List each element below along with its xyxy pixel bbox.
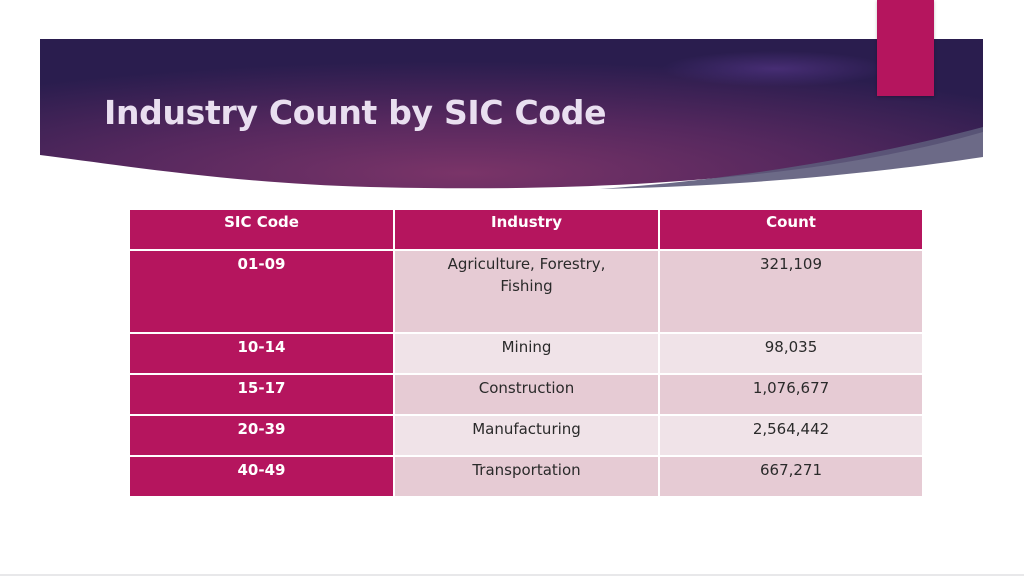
count-cell: 321,109	[658, 249, 924, 334]
bottom-divider	[0, 574, 1024, 576]
sic-code-cell: 10-14	[128, 332, 395, 375]
industry-cell: Construction	[393, 373, 660, 416]
count-cell: 98,035	[658, 332, 924, 375]
table-row: 40-49 Transportation 667,271	[128, 455, 924, 498]
sic-code-cell: 15-17	[128, 373, 395, 416]
accent-tab	[877, 0, 934, 96]
sic-industry-table: SIC Code Industry Count 01-09 Agricultur…	[128, 208, 924, 498]
industry-cell: Manufacturing	[393, 414, 660, 457]
industry-cell: Agriculture, Forestry, Fishing	[393, 249, 660, 334]
count-cell: 667,271	[658, 455, 924, 498]
title-banner	[40, 39, 983, 192]
sic-code-cell: 40-49	[128, 455, 395, 498]
sic-code-cell: 20-39	[128, 414, 395, 457]
header-count: Count	[658, 208, 924, 251]
industry-cell: Transportation	[393, 455, 660, 498]
count-cell: 1,076,677	[658, 373, 924, 416]
table-row: 20-39 Manufacturing 2,564,442	[128, 414, 924, 457]
header-industry: Industry	[393, 208, 660, 251]
slide-title: Industry Count by SIC Code	[104, 93, 607, 132]
table-header-row: SIC Code Industry Count	[128, 208, 924, 251]
count-cell: 2,564,442	[658, 414, 924, 457]
table-row: 15-17 Construction 1,076,677	[128, 373, 924, 416]
header-sic-code: SIC Code	[128, 208, 395, 251]
table-row: 01-09 Agriculture, Forestry, Fishing 321…	[128, 249, 924, 334]
industry-cell: Mining	[393, 332, 660, 375]
sic-code-cell: 01-09	[128, 249, 395, 334]
table-row: 10-14 Mining 98,035	[128, 332, 924, 375]
